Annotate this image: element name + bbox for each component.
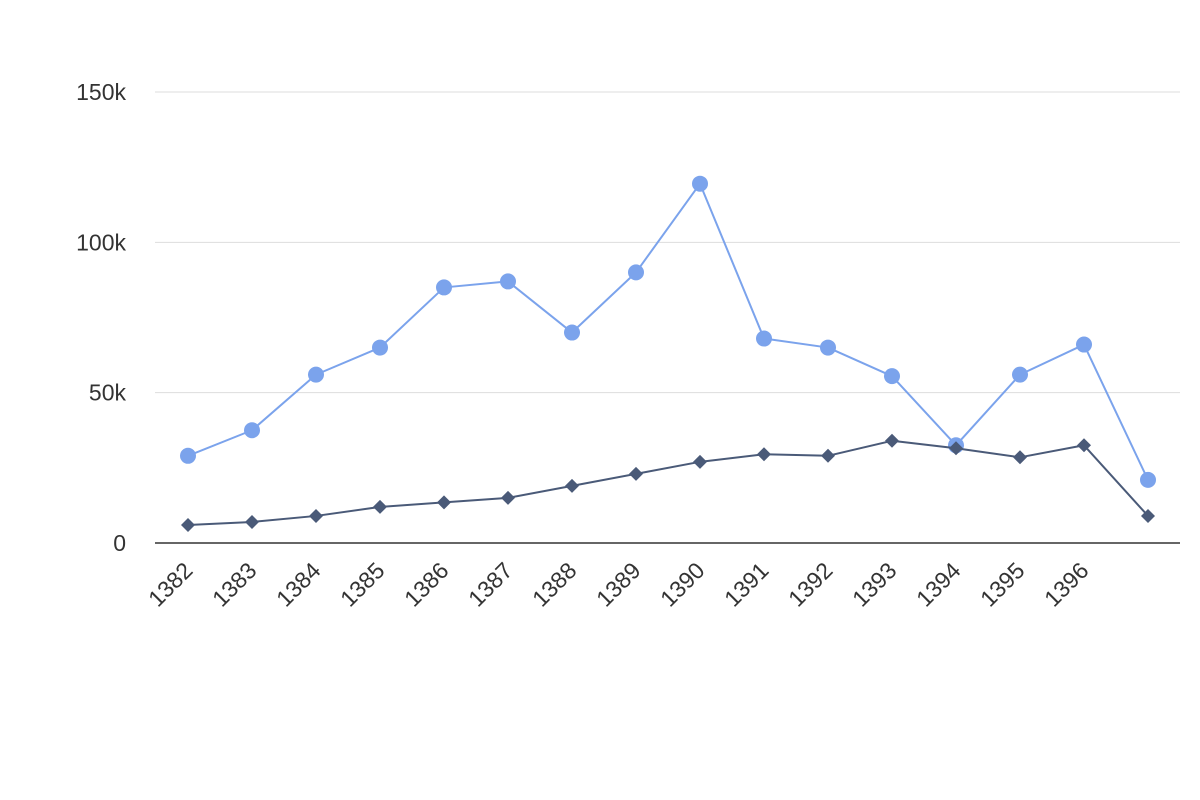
data-point[interactable] xyxy=(245,514,259,529)
data-point[interactable] xyxy=(1076,336,1092,353)
x-axis: 1382 1383 1384 1385 1386 1387 1388 1389 1390 1391… xyxy=(143,542,1180,612)
data-point[interactable] xyxy=(821,448,835,463)
data-point[interactable] xyxy=(820,339,836,356)
x-tick-label: 1396 xyxy=(1039,557,1094,612)
data-point[interactable] xyxy=(244,422,260,439)
series-0 xyxy=(180,175,1156,488)
data-point[interactable] xyxy=(564,324,580,341)
data-point[interactable] xyxy=(693,454,707,469)
data-point[interactable] xyxy=(180,447,196,464)
data-point[interactable] xyxy=(757,447,771,462)
x-tick-label: 1389 xyxy=(591,557,646,612)
x-tick-label: 1385 xyxy=(335,557,390,612)
data-point[interactable] xyxy=(1140,471,1156,488)
data-point[interactable] xyxy=(692,175,708,192)
data-point[interactable] xyxy=(628,264,644,281)
data-point[interactable] xyxy=(885,433,899,448)
x-tick-label: 1395 xyxy=(975,557,1030,612)
series-layer xyxy=(180,175,1156,532)
x-tick-label: 1382 xyxy=(143,557,198,612)
y-tick-label: 150k xyxy=(76,79,126,105)
data-point[interactable] xyxy=(436,279,452,296)
data-point[interactable] xyxy=(1013,450,1027,465)
data-point[interactable] xyxy=(1141,508,1155,523)
y-axis: 0 50k 100k 150k xyxy=(76,79,126,556)
x-tick-label: 1383 xyxy=(207,557,262,612)
data-point[interactable] xyxy=(308,366,324,383)
data-point[interactable] xyxy=(949,441,963,456)
y-tick-label: 100k xyxy=(76,229,126,255)
data-point[interactable] xyxy=(1012,366,1028,383)
y-tick-label: 0 xyxy=(113,530,126,556)
data-point[interactable] xyxy=(756,330,772,347)
y-tick-label: 50k xyxy=(89,380,127,406)
data-point[interactable] xyxy=(309,508,323,523)
data-point[interactable] xyxy=(629,466,643,481)
x-tick-label: 1392 xyxy=(783,557,838,612)
x-tick-label: 1384 xyxy=(271,557,326,612)
data-point[interactable] xyxy=(181,517,195,532)
data-point[interactable] xyxy=(1077,438,1091,453)
data-point[interactable] xyxy=(437,495,451,510)
data-point[interactable] xyxy=(372,339,388,356)
x-tick-label: 1386 xyxy=(399,557,454,612)
series-line xyxy=(187,182,1149,481)
x-tick-label: 1391 xyxy=(719,557,774,612)
series-line xyxy=(187,439,1149,526)
data-point[interactable] xyxy=(565,478,579,493)
x-tick-label: 1390 xyxy=(655,557,710,612)
data-point[interactable] xyxy=(884,368,900,385)
data-point[interactable] xyxy=(373,499,387,514)
x-tick-label: 1388 xyxy=(527,557,582,612)
series-1 xyxy=(181,433,1155,532)
data-point[interactable] xyxy=(501,490,515,505)
x-tick-label: 1393 xyxy=(847,557,902,612)
x-tick-label: 1394 xyxy=(911,557,966,612)
grid-layer xyxy=(155,91,1180,394)
x-tick-label: 1387 xyxy=(463,557,518,612)
data-point[interactable] xyxy=(500,273,516,290)
